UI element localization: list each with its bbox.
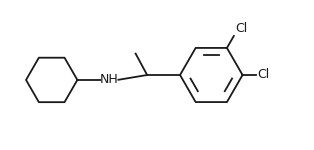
Text: Cl: Cl xyxy=(235,22,247,35)
Text: NH: NH xyxy=(100,74,119,86)
Text: Cl: Cl xyxy=(258,69,270,81)
